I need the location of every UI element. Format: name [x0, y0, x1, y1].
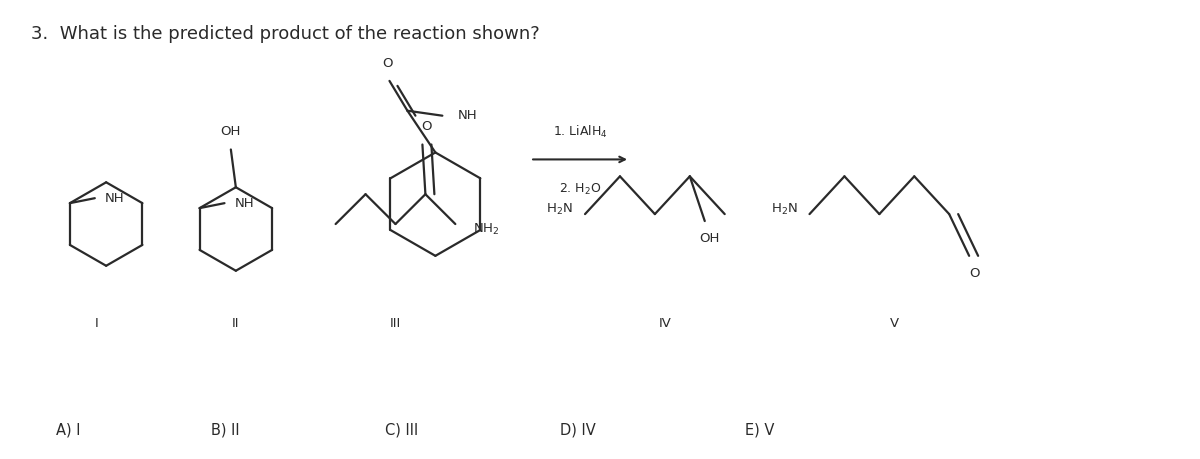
Text: C) III: C) III: [385, 422, 419, 437]
Text: O: O: [968, 267, 979, 280]
Text: E) V: E) V: [745, 422, 774, 437]
Text: III: III: [390, 317, 401, 330]
Text: NH: NH: [104, 192, 125, 205]
Text: II: II: [232, 317, 240, 330]
Text: OH: OH: [221, 125, 241, 138]
Text: IV: IV: [659, 317, 671, 330]
Text: D) IV: D) IV: [560, 422, 596, 437]
Text: O: O: [421, 120, 432, 133]
Text: NH$_2$: NH$_2$: [473, 221, 499, 236]
Text: NH: NH: [234, 196, 254, 210]
Text: 3.  What is the predicted product of the reaction shown?: 3. What is the predicted product of the …: [31, 25, 540, 43]
Text: O: O: [383, 56, 392, 69]
Text: H$_2$N: H$_2$N: [546, 202, 574, 217]
Text: 1. LiAlH$_4$: 1. LiAlH$_4$: [553, 123, 607, 140]
Text: OH: OH: [700, 232, 720, 246]
Text: H$_2$N: H$_2$N: [770, 202, 798, 217]
Text: 2. H$_2$O: 2. H$_2$O: [559, 182, 601, 197]
Text: I: I: [95, 317, 98, 330]
Text: A) I: A) I: [56, 422, 80, 437]
Text: V: V: [889, 317, 899, 330]
Text: NH: NH: [457, 109, 476, 122]
Text: B) II: B) II: [211, 422, 240, 437]
